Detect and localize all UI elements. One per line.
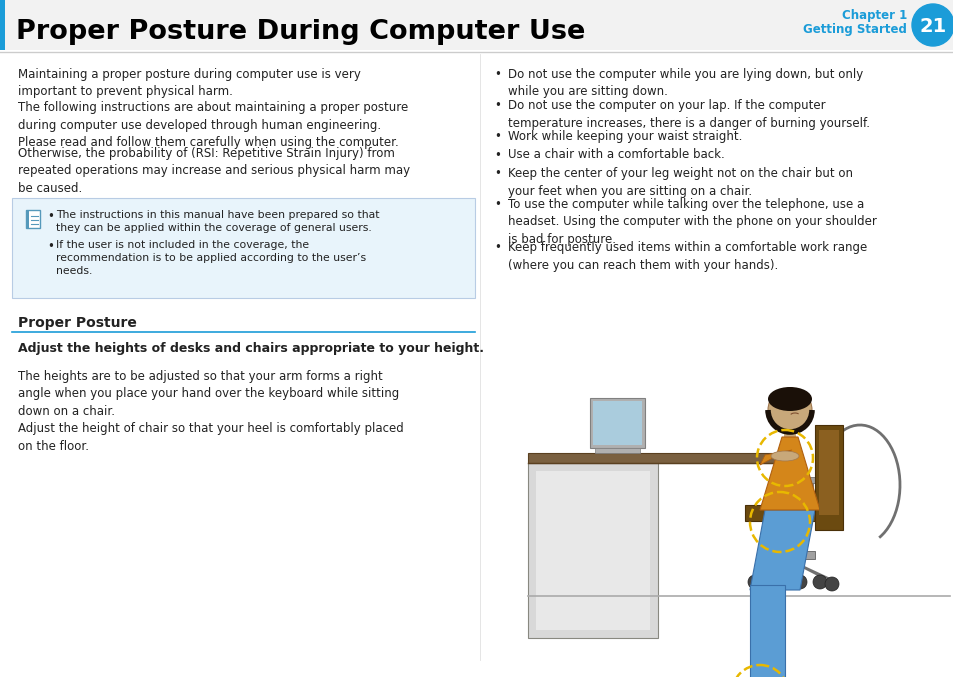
Text: Adjust the heights of desks and chairs appropriate to your height.: Adjust the heights of desks and chairs a… <box>18 342 483 355</box>
Text: Maintaining a proper posture during computer use is very
important to prevent ph: Maintaining a proper posture during comp… <box>18 68 360 98</box>
Bar <box>26 210 29 228</box>
Bar <box>589 398 644 448</box>
FancyBboxPatch shape <box>12 198 475 298</box>
Bar <box>814 425 842 530</box>
Text: •: • <box>494 68 500 81</box>
Text: The following instructions are about maintaining a proper posture
during compute: The following instructions are about mai… <box>18 101 408 149</box>
Bar <box>744 505 829 521</box>
Bar <box>527 463 658 638</box>
Bar <box>783 430 795 442</box>
Text: •: • <box>494 242 500 255</box>
Text: Do not use the computer while you are lying down, but only
while you are sitting: Do not use the computer while you are ly… <box>507 68 862 98</box>
Text: •: • <box>494 198 500 211</box>
Bar <box>818 430 838 515</box>
Text: To use the computer while talking over the telephone, use a
headset. Using the c: To use the computer while talking over t… <box>507 198 876 246</box>
Ellipse shape <box>767 387 811 411</box>
Text: 21: 21 <box>919 16 945 35</box>
Text: Work while keeping your waist straight.: Work while keeping your waist straight. <box>507 130 741 143</box>
Bar <box>26 210 40 228</box>
Circle shape <box>767 388 811 432</box>
Text: If the user is not included in the coverage, the
recommendation is to be applied: If the user is not included in the cover… <box>56 240 366 276</box>
Text: The heights are to be adjusted so that your arm forms a right
angle when you pla: The heights are to be adjusted so that y… <box>18 370 399 418</box>
Text: Chapter 1: Chapter 1 <box>841 9 906 22</box>
Text: •: • <box>494 148 500 162</box>
Text: •: • <box>494 167 500 180</box>
Bar <box>0 0 5 50</box>
Text: •: • <box>494 130 500 143</box>
Polygon shape <box>749 510 814 590</box>
Text: Keep frequently used items within a comfortable work range
(where you can reach : Keep frequently used items within a comf… <box>507 242 866 272</box>
Text: •: • <box>494 99 500 112</box>
Circle shape <box>747 575 761 589</box>
Bar <box>536 471 649 630</box>
Bar <box>780 521 793 556</box>
Text: Proper Posture During Computer Use: Proper Posture During Computer Use <box>16 19 585 45</box>
Circle shape <box>767 575 781 589</box>
Ellipse shape <box>770 451 799 461</box>
Text: Otherwise, the probability of (RSI: Repetitive Strain Injury) from
repeated oper: Otherwise, the probability of (RSI: Repe… <box>18 146 410 194</box>
Bar <box>749 585 784 677</box>
Circle shape <box>812 575 826 589</box>
Circle shape <box>824 577 838 591</box>
Bar <box>0 0 953 50</box>
Polygon shape <box>760 437 820 510</box>
Bar <box>760 551 814 559</box>
Bar <box>800 477 817 483</box>
Bar <box>595 448 639 453</box>
Circle shape <box>792 575 806 589</box>
Text: Use a chair with a comfortable back.: Use a chair with a comfortable back. <box>507 148 724 162</box>
Text: •: • <box>47 240 53 253</box>
Text: Adjust the height of chair so that your heel is comfortably placed
on the floor.: Adjust the height of chair so that your … <box>18 422 403 452</box>
Text: Do not use the computer on your lap. If the computer
temperature increases, ther: Do not use the computer on your lap. If … <box>507 99 869 129</box>
Text: Keep the center of your leg weight not on the chair but on
your feet when you ar: Keep the center of your leg weight not o… <box>507 167 852 198</box>
Text: •: • <box>47 210 53 223</box>
Bar <box>527 453 789 463</box>
Bar <box>593 401 641 445</box>
Bar <box>804 480 812 505</box>
Text: Getting Started: Getting Started <box>802 22 906 35</box>
Text: Proper Posture: Proper Posture <box>18 316 136 330</box>
Polygon shape <box>760 450 791 465</box>
Circle shape <box>911 4 953 46</box>
Text: The instructions in this manual have been prepared so that
they can be applied w: The instructions in this manual have bee… <box>56 210 379 233</box>
